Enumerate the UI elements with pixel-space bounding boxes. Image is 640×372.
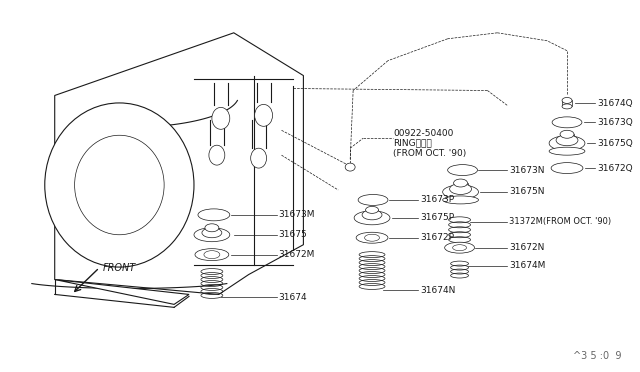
Ellipse shape [204,251,220,259]
Ellipse shape [556,135,578,146]
Text: 31673P: 31673P [420,195,454,205]
Ellipse shape [209,145,225,165]
Ellipse shape [551,163,583,174]
Text: ^3 5 :0  9: ^3 5 :0 9 [573,351,621,361]
Text: 00922-50400: 00922-50400 [393,129,453,138]
Ellipse shape [358,195,388,205]
Ellipse shape [562,97,572,103]
Ellipse shape [255,105,273,126]
Ellipse shape [443,185,479,199]
Ellipse shape [362,210,382,220]
Ellipse shape [445,242,474,253]
Text: 31675Q: 31675Q [597,139,632,148]
Ellipse shape [365,234,380,241]
Text: (FROM OCT. '90): (FROM OCT. '90) [393,149,466,158]
Text: 31675: 31675 [278,230,307,239]
Ellipse shape [212,108,230,129]
Ellipse shape [202,228,222,238]
Ellipse shape [198,209,230,221]
Text: 31674: 31674 [278,293,307,302]
Ellipse shape [194,228,230,242]
Ellipse shape [452,245,467,251]
Text: FRONT: FRONT [102,263,136,273]
Ellipse shape [75,135,164,235]
Ellipse shape [356,232,388,243]
Ellipse shape [45,103,194,267]
Ellipse shape [549,147,585,155]
Text: 31672M: 31672M [278,250,315,259]
Ellipse shape [354,211,390,225]
Text: 31672P: 31672P [420,233,454,242]
Ellipse shape [562,104,572,109]
Text: 31372M(FROM OCT. '90): 31372M(FROM OCT. '90) [509,217,611,226]
Ellipse shape [552,117,582,128]
Ellipse shape [450,183,472,195]
Polygon shape [54,33,303,294]
Text: 31675N: 31675N [509,187,545,196]
Text: 31672N: 31672N [509,243,545,252]
Ellipse shape [205,224,219,232]
Text: 31673Q: 31673Q [597,118,632,127]
Text: 31673N: 31673N [509,166,545,174]
Ellipse shape [447,165,477,176]
Ellipse shape [195,248,228,261]
Text: 31675P: 31675P [420,213,454,222]
Ellipse shape [251,148,267,168]
Ellipse shape [560,130,574,138]
Ellipse shape [549,136,585,151]
Ellipse shape [454,179,468,187]
Ellipse shape [443,196,479,204]
Text: 31672Q: 31672Q [597,164,632,173]
Text: RINGリング: RINGリング [393,139,432,148]
Ellipse shape [345,163,355,171]
Text: 31674M: 31674M [509,261,546,270]
Ellipse shape [365,206,378,214]
Polygon shape [54,279,189,304]
Text: 31673M: 31673M [278,210,315,219]
Text: 31674Q: 31674Q [597,99,632,108]
Text: 31674N: 31674N [420,286,455,295]
